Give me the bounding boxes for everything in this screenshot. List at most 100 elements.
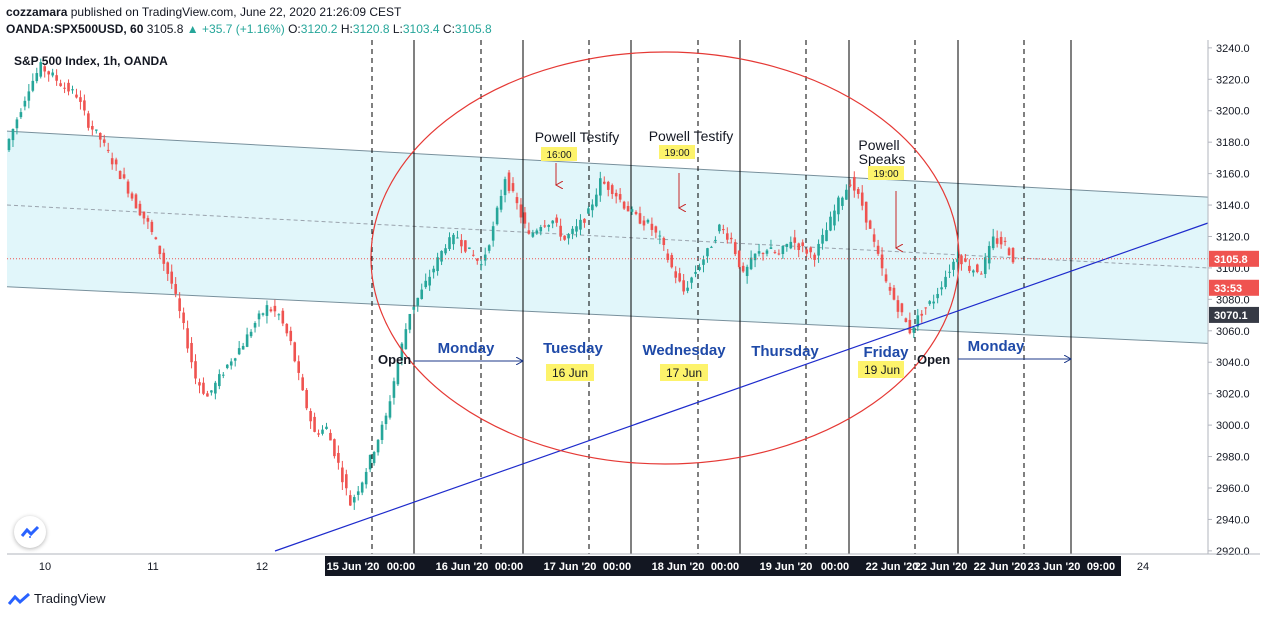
candle-body [829, 216, 832, 231]
high-label: H: [340, 22, 353, 36]
candle-body [531, 232, 535, 237]
candle-body [952, 261, 955, 270]
candle-body [126, 181, 130, 194]
footer: TradingView [8, 591, 106, 606]
candle-body [146, 218, 150, 222]
candle-body [674, 271, 678, 278]
candle-body [273, 305, 277, 312]
x-tick-label: 19 Jun '20 [760, 561, 813, 573]
candle-body [511, 183, 515, 192]
price-tag-label: 33:53 [1214, 283, 1242, 295]
candle-body [364, 471, 368, 485]
open-label: O: [288, 22, 301, 36]
candle-body [396, 362, 400, 385]
candle-body [83, 100, 86, 111]
tradingview-badge-icon[interactable] [14, 516, 46, 548]
candle-body [567, 234, 570, 239]
candle-body [698, 267, 701, 270]
date-label: 17 Jun [666, 366, 702, 380]
candle-body [352, 497, 356, 503]
candle-body [976, 264, 979, 273]
candle-body [487, 245, 491, 251]
day-label: Friday [863, 344, 909, 361]
candle-body [432, 268, 435, 273]
candle-body [452, 234, 455, 245]
candle-body [337, 452, 340, 463]
candle-body [817, 243, 820, 256]
candle-body [412, 306, 416, 310]
x-tick-label: 09:00 [1087, 561, 1115, 573]
candle-body [765, 250, 769, 254]
footer-brand: TradingView [34, 591, 106, 606]
candle-body [809, 247, 812, 253]
close-label: C: [442, 22, 455, 36]
day-label: Monday [968, 338, 1025, 355]
x-tick-label: 00:00 [603, 561, 631, 573]
candle-body [47, 71, 50, 75]
y-tick-label: 3140.0 [1216, 200, 1250, 212]
price-tag [1209, 250, 1259, 267]
open-label: Open [917, 352, 950, 367]
candle-body [1003, 240, 1007, 242]
candle-body [106, 149, 110, 151]
candle-body [654, 226, 658, 233]
candle-body [317, 433, 320, 435]
candle-body [979, 273, 983, 275]
candle-body [991, 236, 995, 249]
candle-body [547, 225, 551, 227]
candle-body [491, 226, 495, 241]
candle-body [225, 364, 229, 368]
channel-fill [7, 131, 1208, 344]
candle-body [872, 234, 876, 242]
candle-body [793, 237, 797, 243]
last-price: 3105.8 [146, 22, 184, 36]
candle-body [718, 224, 721, 232]
candle-body [186, 328, 189, 349]
candle-body [428, 276, 431, 286]
y-tick-label: 3220.0 [1216, 74, 1250, 86]
publish-info: cozzamara published on TradingView.com, … [6, 5, 401, 19]
candle-body [233, 358, 237, 361]
candle-body [198, 382, 201, 386]
candle-body [333, 439, 336, 457]
candle-body [602, 181, 606, 184]
candle-body [515, 197, 519, 204]
candle-body [599, 178, 602, 196]
candle-body [825, 230, 828, 242]
candle-body [95, 129, 98, 131]
x-tick-label: 00:00 [495, 561, 523, 573]
candle-body [15, 119, 19, 129]
candle-body [777, 253, 781, 255]
candle-body [940, 287, 943, 290]
date-label: 16 Jun [552, 366, 588, 380]
x-tick-label: 10 [39, 561, 51, 573]
candle-body [55, 75, 58, 81]
y-tick-label: 3160.0 [1216, 169, 1250, 181]
x-tick-label: 11 [147, 561, 158, 573]
y-tick-label: 2920.0 [1216, 546, 1250, 558]
candle-body [245, 334, 249, 347]
candle-body [321, 429, 324, 434]
x-tick-label: 18 Jun '20 [652, 561, 705, 573]
candle-body [297, 361, 301, 373]
time-highlight [868, 166, 904, 180]
candle-body [348, 495, 352, 506]
candle-body [995, 238, 999, 244]
x-tick-label: 00:00 [711, 561, 739, 573]
candle-body [404, 329, 408, 350]
time-highlight [541, 147, 577, 161]
y-tick-label: 3040.0 [1216, 357, 1250, 369]
candle-body [876, 245, 880, 254]
candle-body [210, 390, 213, 393]
candle-body [964, 258, 967, 262]
tradingview-logo-icon [8, 592, 30, 605]
x-tick-label: 22 Jun '20 [915, 561, 968, 573]
candle-body [91, 125, 94, 130]
candle-body [495, 207, 499, 225]
candle-body [313, 416, 316, 432]
candle-body [261, 313, 265, 315]
candle-body [35, 73, 39, 82]
candle-body [884, 274, 888, 282]
publisher-name: cozzamara [6, 5, 68, 19]
